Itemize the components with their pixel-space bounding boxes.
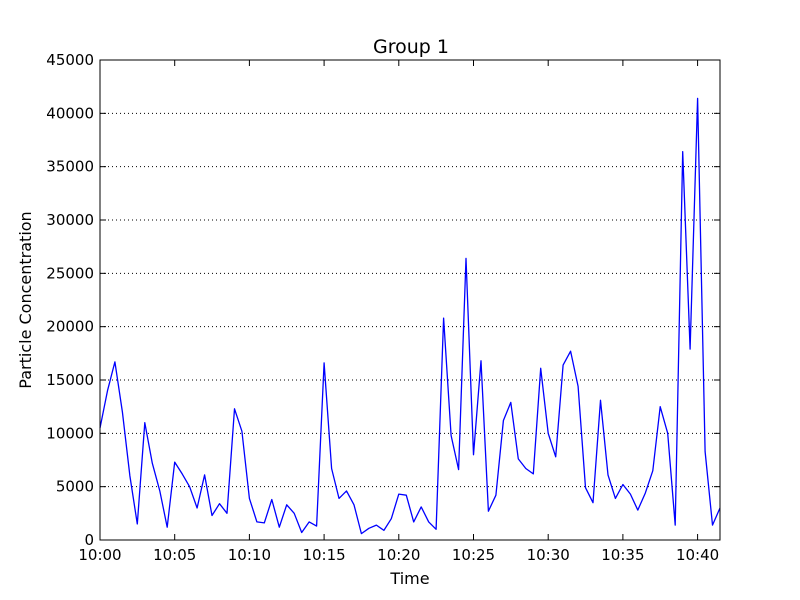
chart-title: Group 1 bbox=[373, 36, 449, 58]
y-tick-label: 15000 bbox=[46, 371, 94, 389]
x-axis-ticks: 10:00 10:05 10:10 10:15 10:20 10:25 10:30 10:35… bbox=[78, 60, 719, 564]
x-tick-label: 10:15 bbox=[302, 546, 345, 564]
gridlines bbox=[100, 112, 720, 488]
x-tick-label: 10:00 bbox=[78, 546, 121, 564]
series-line-group bbox=[99, 97, 721, 535]
x-tick-label: 10:40 bbox=[676, 546, 719, 564]
y-tick-label: 10000 bbox=[46, 424, 94, 442]
y-axis-label: Particle Concentration bbox=[16, 211, 35, 388]
y-tick-label: 30000 bbox=[46, 211, 94, 229]
series-line bbox=[99, 97, 721, 535]
y-tick-label: 45000 bbox=[46, 51, 94, 69]
y-tick-label: 0 bbox=[84, 531, 94, 549]
x-tick-label: 10:35 bbox=[601, 546, 644, 564]
x-tick-label: 10:25 bbox=[452, 546, 495, 564]
y-axis-ticks: 0 5000 10000 15000 20000 25000 30000 35000 40000… bbox=[46, 51, 720, 549]
x-tick-label: 10:30 bbox=[527, 546, 570, 564]
y-tick-label: 35000 bbox=[46, 158, 94, 176]
y-tick-label: 40000 bbox=[46, 104, 94, 122]
x-axis-label: Time bbox=[389, 569, 429, 588]
x-tick-label: 10:20 bbox=[377, 546, 420, 564]
y-tick-label: 5000 bbox=[56, 478, 94, 496]
x-tick-label: 10:10 bbox=[228, 546, 271, 564]
y-tick-label: 25000 bbox=[46, 264, 94, 282]
y-tick-label: 20000 bbox=[46, 318, 94, 336]
axes-frame bbox=[99, 59, 721, 541]
plot-frame bbox=[99, 59, 721, 541]
x-tick-label: 10:05 bbox=[153, 546, 196, 564]
